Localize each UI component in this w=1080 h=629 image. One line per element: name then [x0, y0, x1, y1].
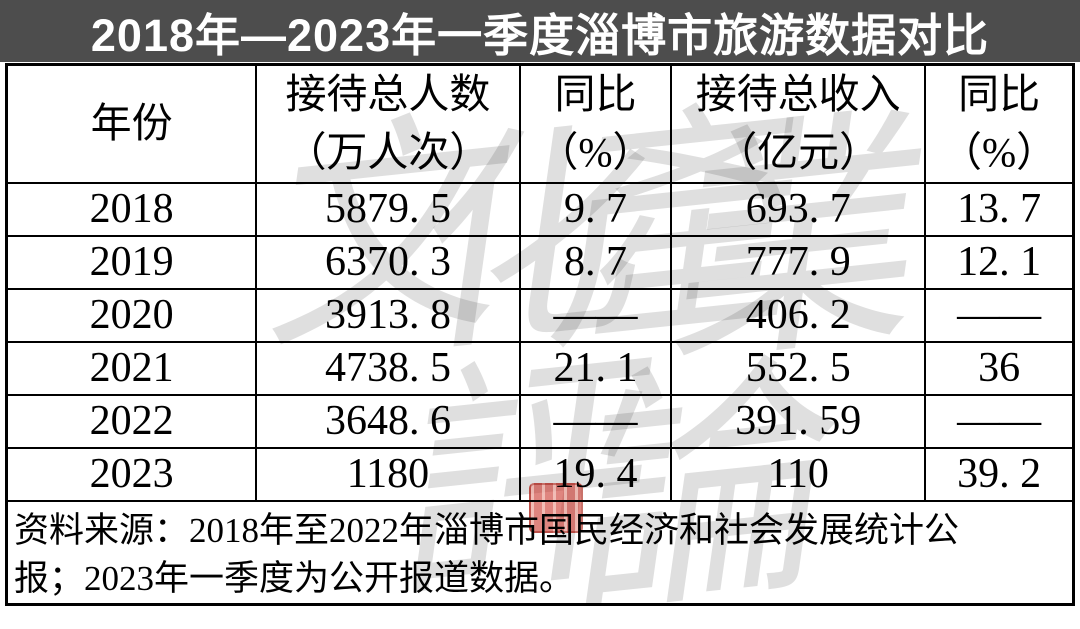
revenue-cell: 406. 2: [670, 287, 927, 343]
col-header-visitors-yoy: 同比 （%）: [518, 63, 673, 184]
col-header-year: 年份: [5, 63, 258, 184]
visitors-yoy-cell: 21. 1: [518, 340, 673, 396]
revenue-yoy-cell: ——: [924, 287, 1075, 343]
revenue-yoy-cell: 13. 7: [924, 181, 1075, 237]
source-note: 资料来源：2018年至2022年淄博市国民经济和社会发展统计公 报；2023年一…: [5, 499, 1075, 606]
tourism-data-table: 年份 接待总人数 （万人次） 同比 （%） 接待总收入 （亿元） 同比 （%） …: [5, 63, 1075, 607]
header-row: 年份 接待总人数 （万人次） 同比 （%） 接待总收入 （亿元） 同比 （%）: [5, 63, 1075, 184]
year-cell: 2019: [5, 234, 258, 290]
revenue-yoy-cell: ——: [924, 393, 1075, 449]
table-row: 2023 1180 19. 4 110 39. 2: [5, 446, 1075, 502]
visitors-cell: 4738. 5: [255, 340, 521, 396]
revenue-yoy-cell: 12. 1: [924, 234, 1075, 290]
revenue-cell: 110: [670, 446, 927, 502]
source-row: 资料来源：2018年至2022年淄博市国民经济和社会发展统计公 报；2023年一…: [5, 499, 1075, 606]
table-row: 2019 6370. 3 8. 7 777. 9 12. 1: [5, 234, 1075, 290]
visitors-yoy-cell: 19. 4: [518, 446, 673, 502]
visitors-cell: 3913. 8: [255, 287, 521, 343]
visitors-cell: 6370. 3: [255, 234, 521, 290]
visitors-yoy-cell: 9. 7: [518, 181, 673, 237]
visitors-yoy-cell: ——: [518, 287, 673, 343]
title-bar: 2018年—2023年一季度淄博市旅游数据对比: [0, 0, 1080, 62]
visitors-yoy-cell: 8. 7: [518, 234, 673, 290]
col-header-visitors: 接待总人数 （万人次）: [255, 63, 521, 184]
revenue-cell: 777. 9: [670, 234, 927, 290]
table-row: 2018 5879. 5 9. 7 693. 7 13. 7: [5, 181, 1075, 237]
year-cell: 2021: [5, 340, 258, 396]
revenue-cell: 391. 59: [670, 393, 927, 449]
revenue-yoy-cell: 36: [924, 340, 1075, 396]
col-header-revenue-yoy: 同比 （%）: [924, 63, 1075, 184]
revenue-yoy-cell: 39. 2: [924, 446, 1075, 502]
visitors-cell: 5879. 5: [255, 181, 521, 237]
table-row: 2021 4738. 5 21. 1 552. 5 36: [5, 340, 1075, 396]
visitors-cell: 3648. 6: [255, 393, 521, 449]
visitors-yoy-cell: ——: [518, 393, 673, 449]
col-header-revenue: 接待总收入 （亿元）: [670, 63, 927, 184]
page-title: 2018年—2023年一季度淄博市旅游数据对比: [90, 9, 990, 61]
year-cell: 2020: [5, 287, 258, 343]
revenue-cell: 552. 5: [670, 340, 927, 396]
table-row: 2020 3913. 8 —— 406. 2 ——: [5, 287, 1075, 343]
year-cell: 2022: [5, 393, 258, 449]
table-area: 文 化 產 業 評 論 年份 接待总人数 （万人次） 同比 （%） 接待总收入 …: [5, 63, 1075, 607]
revenue-cell: 693. 7: [670, 181, 927, 237]
visitors-cell: 1180: [255, 446, 521, 502]
year-cell: 2023: [5, 446, 258, 502]
year-cell: 2018: [5, 181, 258, 237]
table-row: 2022 3648. 6 —— 391. 59 ——: [5, 393, 1075, 449]
